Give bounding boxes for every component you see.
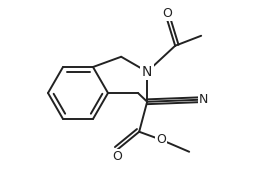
Text: N: N xyxy=(199,93,209,106)
Text: N: N xyxy=(142,65,152,79)
Text: O: O xyxy=(162,7,172,20)
Text: O: O xyxy=(112,150,122,163)
Text: O: O xyxy=(156,133,166,146)
